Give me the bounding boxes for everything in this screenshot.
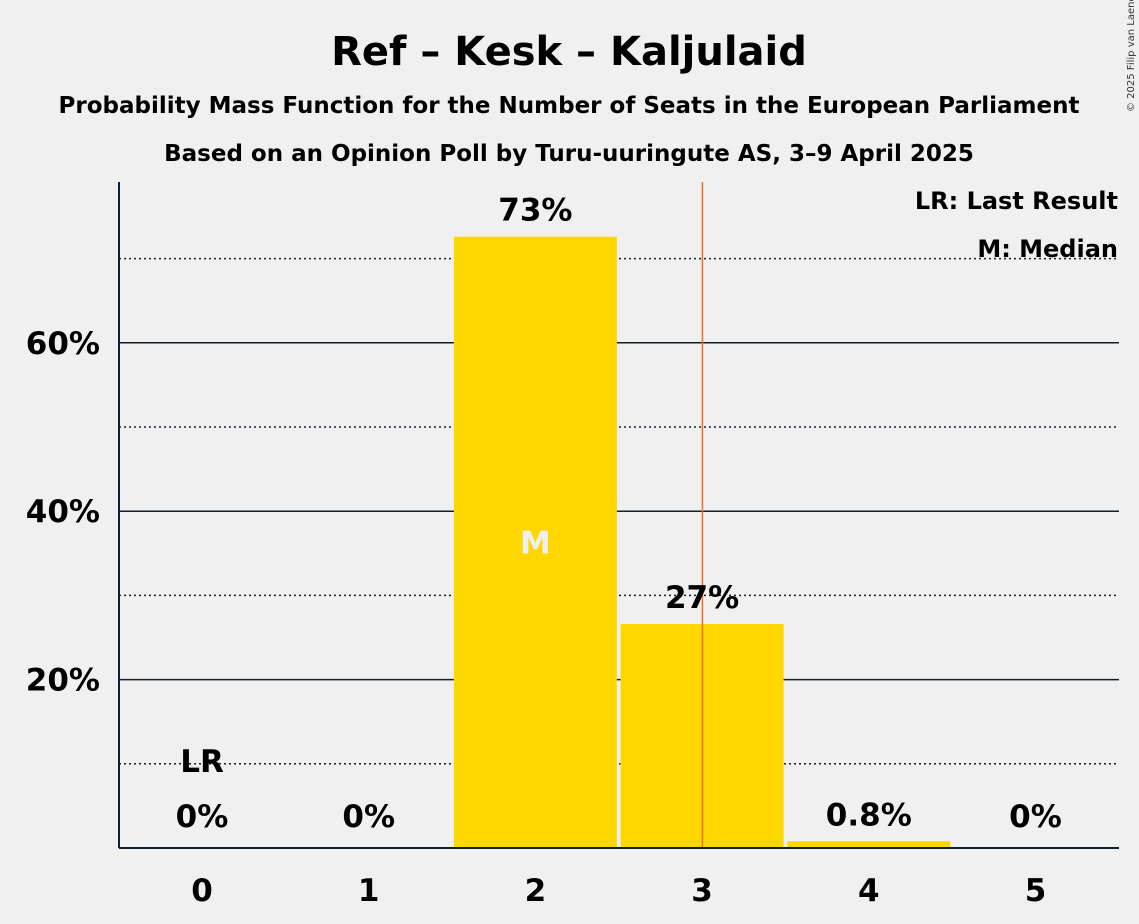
bar-4 [787,841,951,848]
x-tick-label: 5 [1025,873,1047,909]
x-axis-ticks: 0 1 2 3 4 5 [191,873,1046,909]
y-tick-label: 40% [26,494,100,530]
median-marker: M [520,525,551,561]
chart-source: Based on an Opinion Poll by Turu-uuringu… [164,141,974,167]
value-label: 0.8% [826,797,912,833]
x-tick-label: 4 [858,873,880,909]
legend-median: M: Median [977,235,1118,263]
copyright: © 2025 Filip van Laenen [1126,0,1137,112]
chart-subtitle: Probability Mass Function for the Number… [59,93,1080,119]
value-label: 0% [342,799,395,835]
value-label: 73% [498,193,572,229]
last-result-marker: LR [180,744,224,780]
legend-last-result: LR: Last Result [915,187,1118,215]
value-label: 27% [665,580,739,616]
y-tick-label: 20% [26,663,100,699]
bars [453,182,951,848]
gridlines [119,257,1119,765]
chart-title: Ref – Kesk – Kaljulaid [331,29,807,75]
value-labels: 0% 0% 73% 27% 0.8% 0% M LR [176,193,1062,835]
x-tick-label: 2 [525,873,547,909]
value-label: 0% [1009,799,1062,835]
x-tick-label: 0 [191,873,213,909]
x-tick-label: 1 [358,873,380,909]
bar-2 [453,236,617,848]
y-tick-label: 60% [26,326,100,362]
y-axis-ticks: 20% 40% 60% [26,326,100,699]
x-tick-label: 3 [691,873,713,909]
value-label: 0% [176,799,229,835]
